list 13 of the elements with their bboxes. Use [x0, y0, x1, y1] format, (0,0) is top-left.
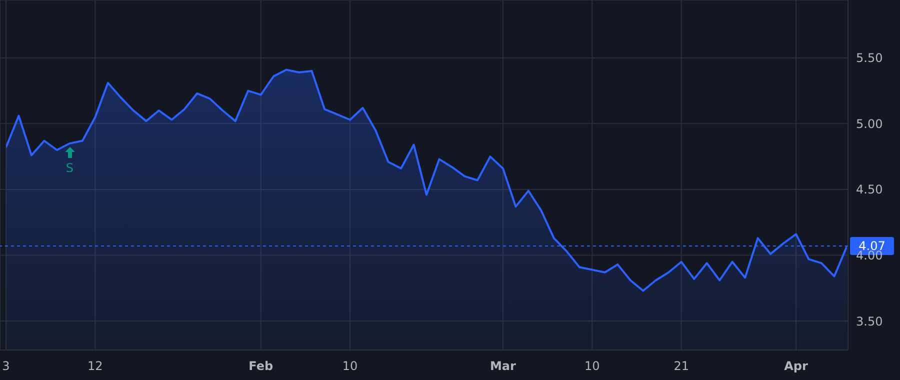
y-tick-label: 5.50 — [856, 51, 883, 66]
x-tick-label: Feb — [248, 359, 274, 373]
y-tick-label: 4.50 — [856, 182, 883, 197]
x-tick-label: Mar — [490, 359, 516, 373]
x-tick-label: 10 — [584, 359, 600, 373]
x-tick-label: 12 — [88, 359, 103, 373]
annotation: S — [64, 161, 75, 176]
y-tick-label: 5.00 — [856, 116, 883, 131]
x-tick-label: Apr — [784, 359, 808, 373]
x-tick-label: 10 — [342, 359, 358, 373]
x-tick-label: 3 — [2, 359, 10, 373]
x-tick-label: 21 — [674, 359, 689, 373]
y-tick-label: 3.50 — [856, 314, 883, 328]
